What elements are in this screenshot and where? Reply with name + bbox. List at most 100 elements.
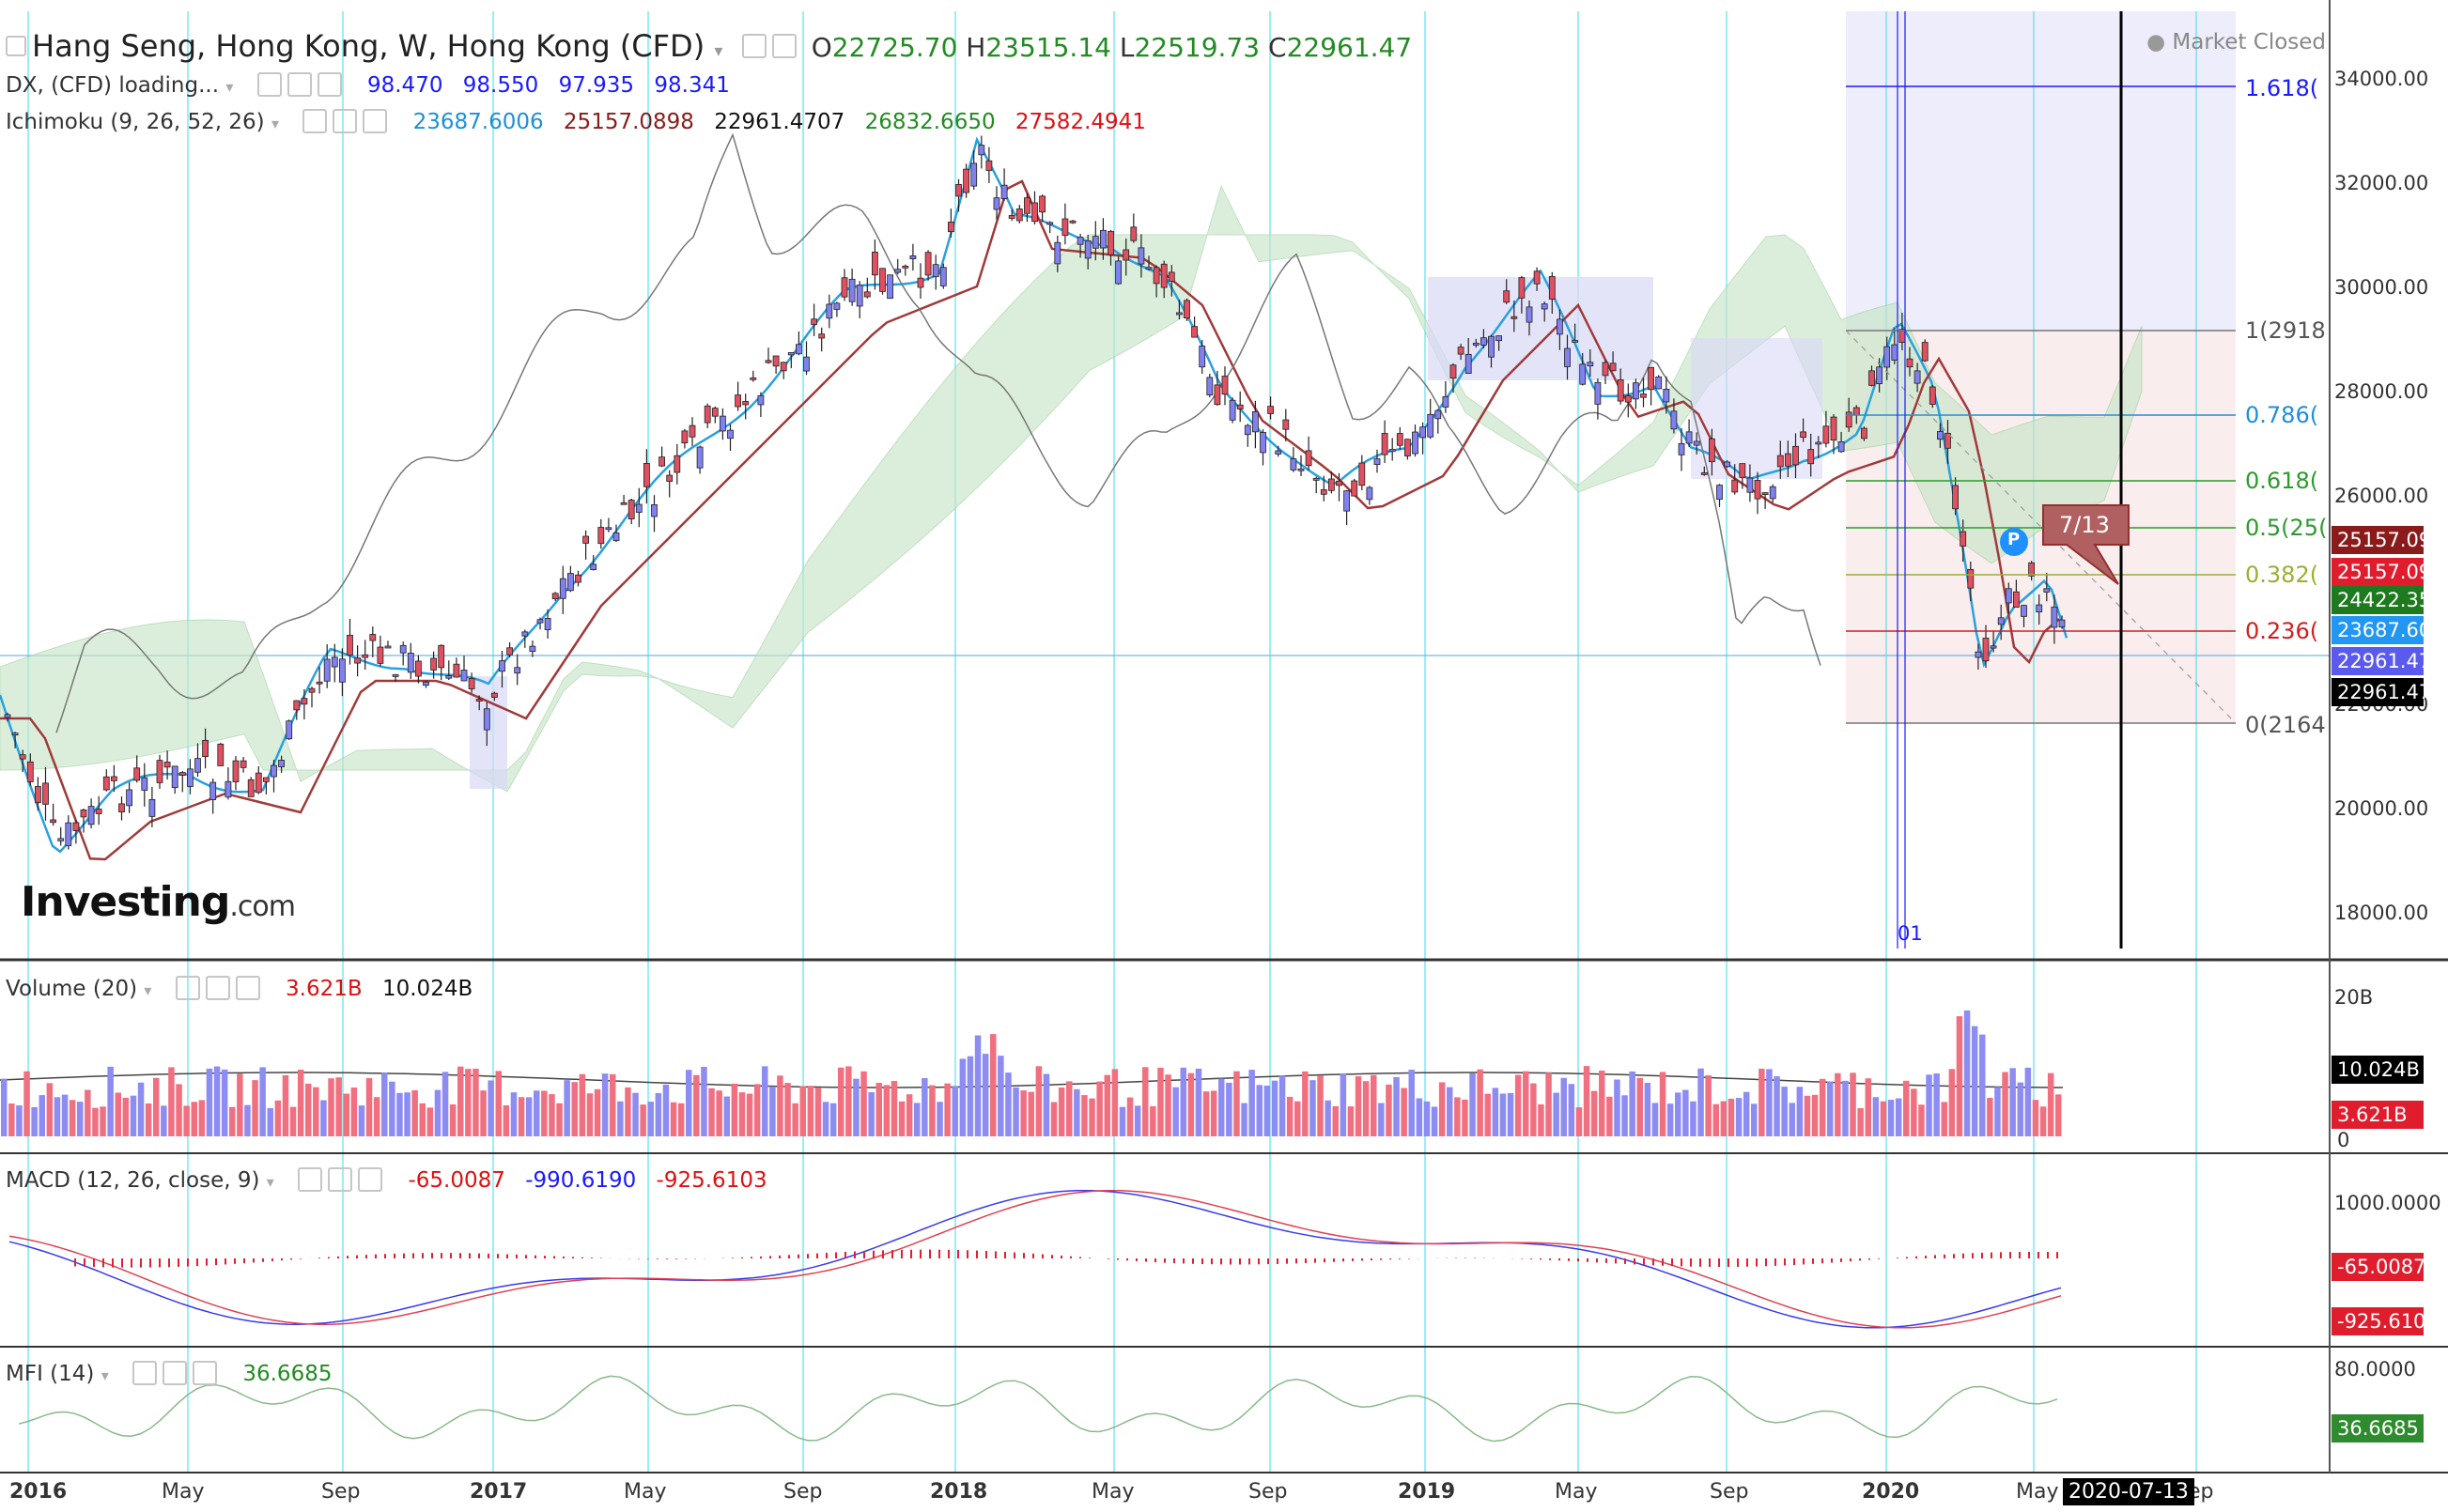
- candle-body: [1609, 363, 1617, 372]
- candle-body: [384, 645, 392, 649]
- volume-bar: [1629, 1071, 1635, 1136]
- symbol-title[interactable]: Hang Seng, Hong Kong, W, Hong Kong (CFD): [32, 28, 705, 64]
- volume-bar: [784, 1083, 791, 1136]
- volume-bar: [1484, 1093, 1491, 1136]
- volume-bar: [442, 1072, 449, 1136]
- candle-body: [1670, 410, 1678, 430]
- time-axis-label: May: [2016, 1480, 2059, 1504]
- candle-body: [491, 692, 498, 698]
- candle-body: [1412, 431, 1418, 455]
- volume-bar: [944, 1083, 951, 1136]
- volume-bar: [1423, 1101, 1431, 1136]
- callout-text: 7/13: [2059, 512, 2110, 538]
- candle-body: [978, 145, 985, 156]
- eye-icon[interactable]: [741, 34, 767, 58]
- candle-body: [1822, 425, 1830, 444]
- time-axis-label: Sep: [321, 1480, 361, 1504]
- volume-bar: [1796, 1087, 1804, 1136]
- eye-icon[interactable]: [132, 1360, 158, 1385]
- volume-bar: [829, 1103, 837, 1136]
- volume-bar: [807, 1086, 814, 1136]
- volume-bar: [1043, 1073, 1050, 1136]
- volume-bar: [1583, 1066, 1590, 1136]
- indicator-volume-label[interactable]: Volume (20): [6, 977, 138, 1001]
- volume-bar: [358, 1105, 365, 1136]
- volume-bar: [1948, 1069, 1956, 1136]
- volume-bar: [419, 1103, 426, 1136]
- close-icon[interactable]: [193, 1360, 218, 1385]
- candle-body: [1351, 480, 1358, 497]
- candle-body: [178, 772, 186, 776]
- volume-bar: [1393, 1076, 1400, 1136]
- eye-icon[interactable]: [256, 71, 282, 97]
- pivot-marker[interactable]: [2000, 528, 2028, 556]
- volume-bar: [594, 1088, 601, 1136]
- gear-icon[interactable]: [333, 108, 358, 133]
- volume-bar: [853, 1078, 860, 1136]
- price-tag-green: 24422.35: [2332, 586, 2431, 614]
- candle-body: [1868, 370, 1875, 386]
- candle-body: [308, 687, 316, 693]
- gear-icon[interactable]: [287, 71, 312, 97]
- volume-bar: [1789, 1103, 1795, 1136]
- candle-body: [460, 670, 468, 682]
- gear-icon[interactable]: [163, 1360, 188, 1385]
- close-icon[interactable]: [358, 1166, 383, 1192]
- volume-bar: [122, 1097, 130, 1136]
- eye-icon[interactable]: [175, 975, 200, 1000]
- candle-body: [1533, 270, 1541, 285]
- volume-bar: [61, 1094, 69, 1136]
- date-callout[interactable]: [2042, 504, 2130, 585]
- volume-bar: [967, 1056, 974, 1136]
- volume-bar: [100, 1106, 106, 1136]
- volume-bar: [297, 1069, 304, 1136]
- time-axis-label: Sep: [1710, 1480, 1749, 1504]
- candle-body: [1160, 263, 1168, 288]
- volume-bar: [1811, 1094, 1819, 1136]
- candle-body: [1123, 249, 1130, 261]
- candle-body: [2021, 605, 2027, 617]
- indicator-ichimoku-label[interactable]: Ichimoku (9, 26, 52, 26): [6, 110, 265, 134]
- candle-body: [605, 527, 612, 531]
- candle-body: [1252, 410, 1259, 433]
- volume-bar: [1933, 1073, 1940, 1136]
- candle-body: [1876, 366, 1882, 385]
- fib-trend-line: [1845, 330, 2237, 724]
- volume-bar: [647, 1102, 654, 1136]
- volume-bar: [1987, 1097, 1993, 1136]
- volume-bar: [1994, 1087, 2001, 1136]
- collapse-icon[interactable]: [6, 36, 26, 56]
- candle-body: [1792, 445, 1799, 466]
- volume-bar: [39, 1095, 45, 1136]
- volume-bar: [1666, 1103, 1674, 1136]
- indicator-dx-label[interactable]: DX, (CFD) loading...: [6, 73, 220, 98]
- candle-body: [399, 644, 407, 654]
- volume-bar: [1165, 1074, 1171, 1136]
- eye-icon[interactable]: [302, 108, 328, 133]
- volume-bar: [1401, 1088, 1407, 1136]
- close-icon[interactable]: [363, 108, 388, 133]
- volume-bar: [1462, 1099, 1468, 1136]
- indicator-macd-label[interactable]: MACD (12, 26, close, 9): [6, 1168, 260, 1193]
- volume-bar: [1, 1078, 8, 1136]
- volume-bar: [1887, 1100, 1895, 1136]
- volume-bar: [1675, 1092, 1681, 1136]
- close-icon[interactable]: [235, 975, 260, 1000]
- volume-bar: [723, 1096, 730, 1136]
- volume-bar: [1416, 1098, 1423, 1136]
- candle-body: [1115, 260, 1122, 285]
- candle-body: [620, 501, 627, 505]
- volume-bar: [1606, 1096, 1613, 1136]
- gear-icon[interactable]: [328, 1166, 353, 1192]
- indicator-mfi-label[interactable]: MFI (14): [6, 1362, 95, 1386]
- candle-body: [651, 504, 658, 517]
- candle-body: [1495, 335, 1502, 342]
- volume-bar: [1926, 1074, 1932, 1136]
- close-icon[interactable]: [317, 71, 342, 97]
- gear-icon[interactable]: [205, 975, 230, 1000]
- gear-icon[interactable]: [771, 34, 797, 58]
- candle-body: [811, 318, 817, 325]
- market-status: ● Market Closed: [2146, 30, 2327, 54]
- eye-icon[interactable]: [298, 1166, 323, 1192]
